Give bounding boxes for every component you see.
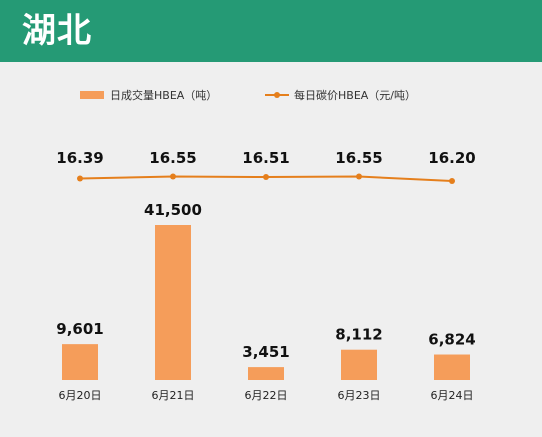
x-tick-label: 6月22日 <box>245 389 288 402</box>
legend-label-price: 每日碳价HBEA（元/吨） <box>294 88 416 102</box>
bar-1 <box>155 225 191 380</box>
x-tick-label: 6月20日 <box>59 389 102 402</box>
x-tick-label: 6月21日 <box>152 389 195 402</box>
bar-2 <box>248 367 284 380</box>
bar-value-label: 3,451 <box>242 343 289 361</box>
price-value-label: 16.55 <box>149 149 196 167</box>
x-tick-label: 6月23日 <box>338 389 381 402</box>
legend-marker-price <box>274 92 280 98</box>
bar-value-label: 41,500 <box>144 201 202 219</box>
bar-4 <box>434 354 470 380</box>
bar-value-label: 8,112 <box>335 326 382 344</box>
chart: 日成交量HBEA（吨） 每日碳价HBEA（元/吨） 9,601 6月20日 41,500… <box>56 88 475 402</box>
price-point-4 <box>449 178 455 184</box>
bar-0 <box>62 344 98 380</box>
price-value-label: 16.55 <box>335 149 382 167</box>
header-bar: 湖北 <box>0 0 542 62</box>
x-tick-label: 6月24日 <box>431 389 474 402</box>
bar-value-label: 9,601 <box>56 320 103 338</box>
price-point-0 <box>77 175 83 182</box>
legend-swatch-volume <box>80 91 104 99</box>
legend-label-volume: 日成交量HBEA（吨） <box>110 88 217 102</box>
page-title: 湖北 <box>22 11 92 51</box>
bar-3 <box>341 349 377 380</box>
price-point-3 <box>356 173 362 180</box>
price-point-2 <box>263 174 269 181</box>
price-value-label: 16.51 <box>242 149 289 167</box>
price-point-1 <box>170 173 176 180</box>
price-value-label: 16.39 <box>56 149 103 167</box>
bar-value-label: 6,824 <box>428 331 475 349</box>
price-value-label: 16.20 <box>428 149 475 167</box>
